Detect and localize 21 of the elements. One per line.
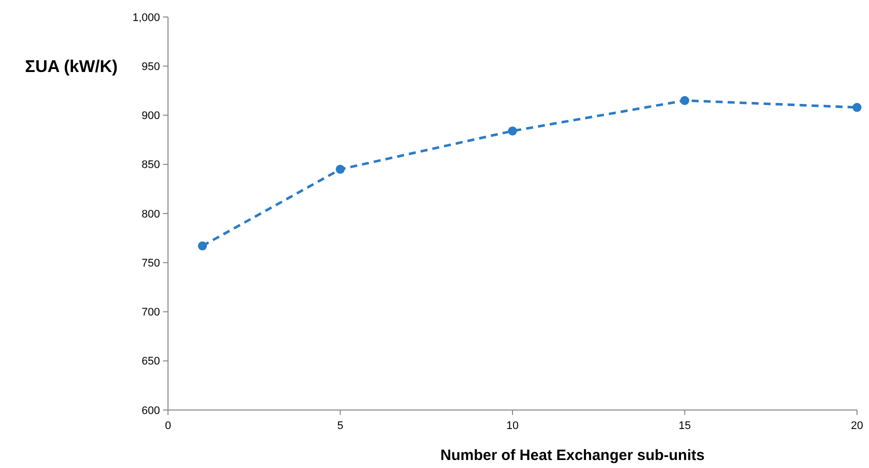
y-tick-label: 800 <box>142 208 160 220</box>
point <box>198 241 207 250</box>
x-tick-label: 20 <box>850 420 864 432</box>
point <box>336 164 345 174</box>
x-tick-label: 5 <box>337 420 344 432</box>
y-tick-label: 650 <box>142 356 160 368</box>
point <box>508 126 517 136</box>
y-tick-label: 700 <box>142 306 160 319</box>
y-tick-label: 750 <box>142 257 160 270</box>
x-tick-label: 15 <box>678 420 691 432</box>
y-axis-title: ΣUA (kW/K) <box>25 57 118 76</box>
y-tick-label: 850 <box>142 159 160 172</box>
y-tick-label: 1,000 <box>132 12 160 24</box>
x-tick-label: 0 <box>164 420 172 432</box>
y-tick-label: 950 <box>142 60 160 73</box>
x-axis-title: Number of Heat Exchanger sub-units <box>440 447 705 464</box>
y-tick-label: 900 <box>142 110 160 122</box>
point <box>680 96 690 106</box>
x-tick-label: 10 <box>506 420 519 432</box>
y-tick-label: 600 <box>142 404 160 417</box>
point <box>852 102 862 112</box>
